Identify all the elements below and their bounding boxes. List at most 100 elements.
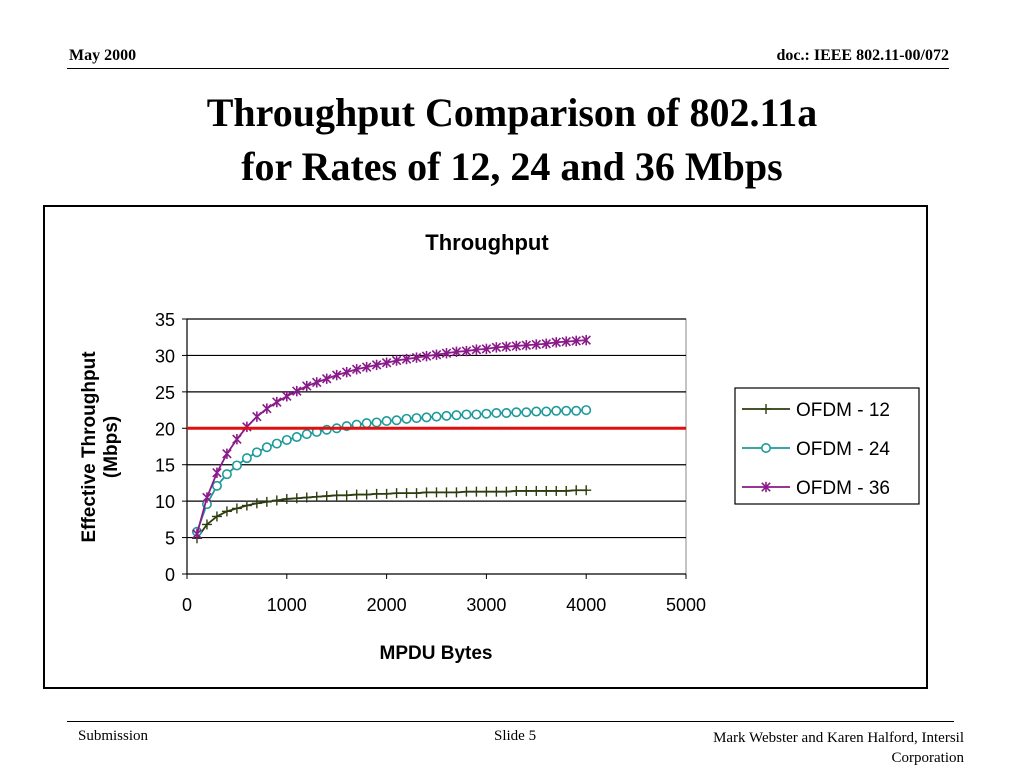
y-tick-label-15: 15 xyxy=(155,456,175,476)
data-point-s3-6 xyxy=(252,411,262,422)
data-point-s3-36 xyxy=(551,337,562,348)
legend-item-3: OFDM - 36 xyxy=(742,478,890,499)
data-point-s3-7 xyxy=(262,403,272,414)
data-point-s2-37 xyxy=(561,405,572,416)
data-point-s2-39 xyxy=(581,405,592,416)
data-point-s1-21 xyxy=(401,488,412,499)
chart-frame: Throughput 0 5 10 15 20 25 30 35 0 1000 2000 3000 400… xyxy=(43,205,928,689)
footer-submission: Submission xyxy=(78,728,149,744)
data-point-s2-30 xyxy=(491,407,502,418)
data-point-s3-32 xyxy=(511,340,522,352)
y-tick-label-0: 0 xyxy=(165,565,175,585)
data-point-s3-0 xyxy=(192,528,202,540)
data-point-s2-23 xyxy=(421,412,432,423)
data-point-s3-18 xyxy=(371,359,382,371)
data-point-s3-27 xyxy=(461,345,472,357)
data-point-s3-8 xyxy=(272,396,282,408)
data-point-s1-34 xyxy=(531,485,542,496)
data-point-s1-15 xyxy=(341,490,352,501)
x-tick-label-5000: 5000 xyxy=(666,595,706,615)
data-point-s3-22 xyxy=(411,352,422,363)
data-point-s1-9 xyxy=(281,493,292,504)
data-point-s2-19 xyxy=(381,416,392,427)
y-axis-label: Effective Throughput(Mbps) xyxy=(79,351,122,543)
data-point-s2-27 xyxy=(461,409,472,420)
legend-label-1: OFDM - 12 xyxy=(796,400,890,421)
data-point-s3-24 xyxy=(431,349,442,360)
data-point-s1-30 xyxy=(491,486,502,497)
data-point-s1-10 xyxy=(291,493,302,504)
data-point-s1-3 xyxy=(221,506,232,517)
data-point-s3-20 xyxy=(391,355,402,366)
data-point-s1-27 xyxy=(461,486,472,497)
data-point-s1-36 xyxy=(551,485,562,496)
y-axis-label-line2: (Mbps) xyxy=(101,416,122,478)
data-point-s3-4 xyxy=(232,434,242,445)
y-tick-label-10: 10 xyxy=(155,492,175,512)
data-point-s2-26 xyxy=(451,410,462,421)
data-point-s2-20 xyxy=(391,415,402,426)
data-point-s1-18 xyxy=(371,488,382,499)
data-point-s1-33 xyxy=(521,485,532,496)
data-point-s1-19 xyxy=(381,488,392,499)
data-point-s3-3 xyxy=(222,448,232,459)
data-point-s2-22 xyxy=(411,413,422,424)
data-point-s2-2 xyxy=(211,480,222,491)
data-point-s1-1 xyxy=(201,519,212,530)
slide-title-line1: Throughput Comparison of 802.11a xyxy=(206,90,818,135)
data-point-s3-15 xyxy=(341,366,352,378)
legend-item-1: OFDM - 12 xyxy=(742,400,890,421)
x-tick-label-1000: 1000 xyxy=(267,595,307,615)
data-point-s1-22 xyxy=(411,488,422,499)
data-point-s3-23 xyxy=(421,350,432,362)
data-point-s2-25 xyxy=(441,410,452,421)
data-point-s2-5 xyxy=(241,453,252,464)
data-point-s1-37 xyxy=(561,485,572,496)
data-point-s1-38 xyxy=(571,485,582,496)
data-point-s1-6 xyxy=(251,498,262,509)
data-point-s3-16 xyxy=(351,364,362,375)
data-point-s1-2 xyxy=(211,511,222,522)
chart-legend: OFDM - 12 OFDM - 24 OFDM - 36 xyxy=(734,387,920,505)
data-point-s1-25 xyxy=(441,487,452,498)
data-point-s1-8 xyxy=(271,495,282,506)
legend-label-3: OFDM - 36 xyxy=(796,478,890,499)
data-point-s2-36 xyxy=(551,405,562,416)
data-point-s1-12 xyxy=(311,491,322,502)
footer-authors-line2: Corporation xyxy=(891,750,965,766)
data-point-s2-6 xyxy=(251,447,262,458)
data-point-s3-29 xyxy=(481,343,492,355)
data-point-s3-25 xyxy=(441,348,452,359)
data-point-s3-30 xyxy=(491,342,502,353)
data-point-s3-38 xyxy=(571,335,581,347)
data-point-s1-26 xyxy=(451,487,462,498)
throughput-chart: Throughput 0 5 10 15 20 25 30 35 0 1000 2000 3000 400… xyxy=(79,230,920,664)
legend-label-2: OFDM - 24 xyxy=(796,439,890,460)
data-point-s3-34 xyxy=(531,339,542,350)
data-point-s2-4 xyxy=(231,460,242,471)
y-tick-label-35: 35 xyxy=(155,310,175,330)
data-point-s2-10 xyxy=(291,432,302,443)
x-axis-label: MPDU Bytes xyxy=(380,643,493,664)
data-point-s2-17 xyxy=(361,418,372,429)
data-point-s3-35 xyxy=(541,338,552,349)
data-point-s2-8 xyxy=(271,438,282,449)
data-point-s2-29 xyxy=(481,408,492,419)
data-point-s3-11 xyxy=(301,380,312,392)
footer-authors-line1: Mark Webster and Karen Halford, Intersil xyxy=(713,730,964,746)
data-point-s2-7 xyxy=(261,442,272,453)
data-point-s1-17 xyxy=(361,489,372,500)
x-tick-label-2000: 2000 xyxy=(367,595,407,615)
data-point-s1-7 xyxy=(261,496,272,507)
data-point-s3-39 xyxy=(581,334,591,346)
data-point-s2-21 xyxy=(401,413,412,424)
data-point-s3-9 xyxy=(282,391,292,402)
data-point-s1-13 xyxy=(321,491,332,502)
chart-title: Throughput xyxy=(425,230,549,255)
data-point-s3-13 xyxy=(321,373,332,384)
data-point-s2-38 xyxy=(571,405,582,416)
data-point-s1-20 xyxy=(391,488,402,499)
data-point-s3-17 xyxy=(361,361,372,373)
data-point-s1-31 xyxy=(501,486,512,497)
series-line-3 xyxy=(196,339,587,535)
